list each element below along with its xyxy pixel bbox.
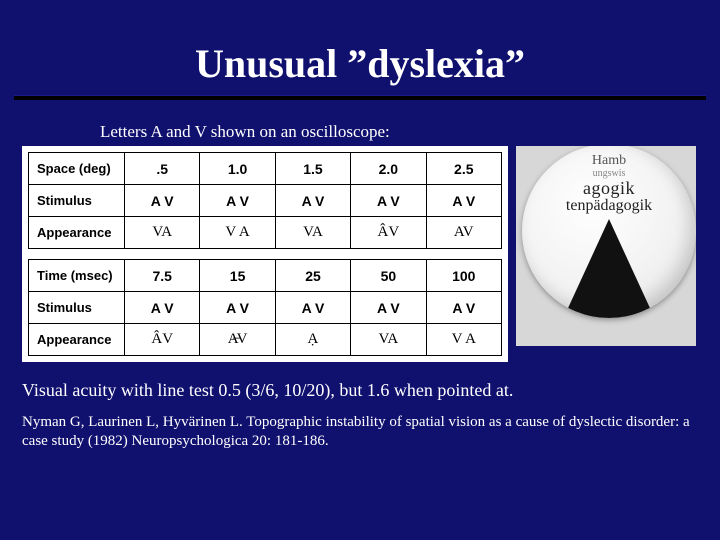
cell: 1.0 bbox=[200, 153, 275, 185]
table-row: Time (msec) 7.5 15 25 50 100 bbox=[29, 260, 502, 292]
prism-icon bbox=[563, 219, 655, 318]
cell: A V bbox=[351, 185, 426, 217]
table-row: Appearance ÂV A̶V Ạ VA V A bbox=[29, 324, 502, 356]
cell: A V bbox=[200, 185, 275, 217]
table-row: Stimulus A V A V A V A V A V bbox=[29, 292, 502, 324]
tables-panel: Space (deg) .5 1.0 1.5 2.0 2.5 Stimulus … bbox=[22, 146, 508, 362]
cell: 25 bbox=[275, 260, 350, 292]
cell: A V bbox=[125, 185, 200, 217]
cell: 100 bbox=[426, 260, 501, 292]
cell: VA bbox=[351, 324, 426, 356]
cell: A V bbox=[426, 185, 501, 217]
citation: Nyman G, Laurinen L, Hyvärinen L. Topogr… bbox=[22, 413, 698, 451]
cell: 1.5 bbox=[275, 153, 350, 185]
cell: 15 bbox=[200, 260, 275, 292]
table-row: Stimulus A V A V A V A V A V bbox=[29, 185, 502, 217]
cell: ÂV bbox=[351, 217, 426, 249]
slide-title: Unusual ”dyslexia” bbox=[0, 0, 720, 95]
cell: .5 bbox=[125, 153, 200, 185]
row-label: Time (msec) bbox=[29, 260, 125, 292]
cell: A V bbox=[351, 292, 426, 324]
cell: V A bbox=[200, 217, 275, 249]
table-row: Appearance VA V A VA ÂV AV bbox=[29, 217, 502, 249]
cell: 7.5 bbox=[125, 260, 200, 292]
cell: AV bbox=[426, 217, 501, 249]
lens-photo: Hamb ungswis agogik tenpädagogik bbox=[516, 146, 696, 346]
subheading: Letters A and V shown on an oscilloscope… bbox=[100, 122, 720, 142]
row-label: Stimulus bbox=[29, 292, 125, 324]
row-label: Space (deg) bbox=[29, 153, 125, 185]
content-row: Space (deg) .5 1.0 1.5 2.0 2.5 Stimulus … bbox=[0, 146, 720, 362]
table-time: Time (msec) 7.5 15 25 50 100 Stimulus A … bbox=[28, 259, 502, 356]
cell: VA bbox=[125, 217, 200, 249]
lens-line: tenpädagogik bbox=[566, 198, 652, 215]
table-row: Space (deg) .5 1.0 1.5 2.0 2.5 bbox=[29, 153, 502, 185]
cell: 50 bbox=[351, 260, 426, 292]
lens-line: agogik bbox=[566, 179, 652, 198]
magnifier-icon: Hamb ungswis agogik tenpädagogik bbox=[522, 146, 696, 318]
slide: Unusual ”dyslexia” Letters A and V shown… bbox=[0, 0, 720, 540]
cell: V A bbox=[426, 324, 501, 356]
cell: A V bbox=[275, 292, 350, 324]
cell: VA bbox=[275, 217, 350, 249]
cell: A V bbox=[125, 292, 200, 324]
cell: ÂV bbox=[125, 324, 200, 356]
cell: Ạ bbox=[275, 324, 350, 356]
caption-acuity: Visual acuity with line test 0.5 (3/6, 1… bbox=[22, 380, 698, 401]
cell: 2.0 bbox=[351, 153, 426, 185]
cell: A V bbox=[426, 292, 501, 324]
lens-line: Hamb bbox=[566, 154, 652, 169]
cell: 2.5 bbox=[426, 153, 501, 185]
row-label: Stimulus bbox=[29, 185, 125, 217]
cell: A V bbox=[275, 185, 350, 217]
cell: A V bbox=[200, 292, 275, 324]
cell: A̶V bbox=[200, 324, 275, 356]
table-space: Space (deg) .5 1.0 1.5 2.0 2.5 Stimulus … bbox=[28, 152, 502, 249]
row-label: Appearance bbox=[29, 324, 125, 356]
title-underline bbox=[14, 95, 706, 100]
row-label: Appearance bbox=[29, 217, 125, 249]
lens-text-block: Hamb ungswis agogik tenpädagogik bbox=[566, 154, 652, 215]
